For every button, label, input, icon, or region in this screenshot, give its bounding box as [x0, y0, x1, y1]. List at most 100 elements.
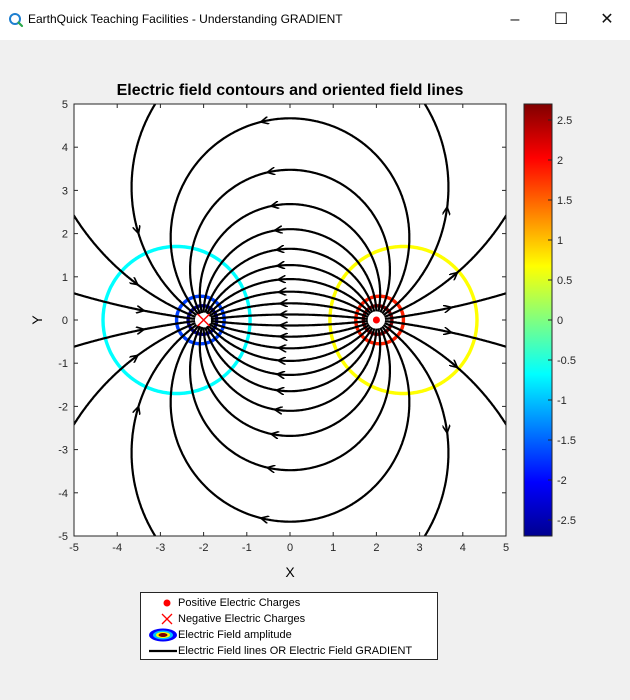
colorbar-tick-label: 1.5: [557, 195, 572, 207]
field-line-8: [205, 264, 374, 315]
positive-charge-marker: [372, 316, 380, 324]
maximize-button[interactable]: ☐: [553, 11, 569, 28]
field-arrow-30: [135, 357, 136, 358]
x-tick-label: 5: [503, 542, 509, 554]
legend-label-negative: Negative Electric Charges: [178, 613, 306, 625]
field-line-11: [210, 302, 369, 319]
red-dot-icon: [163, 599, 171, 607]
colorbar-tick-label: -2: [557, 475, 567, 487]
field-line-13: [210, 319, 368, 327]
window-titlebar[interactable]: EarthQuick Teaching Facilities - Underst…: [0, 0, 630, 40]
colorbar-tick-label: 0.5: [557, 275, 572, 287]
field-line-6: [202, 228, 378, 313]
field-line-31: [130, 324, 198, 536]
y-tick-label: 1: [62, 272, 68, 284]
legend[interactable]: Positive Electric Charges Negative Elect…: [140, 592, 438, 660]
x-tick-label: -5: [69, 542, 79, 554]
field-arrow-31: [138, 408, 139, 410]
x-tick-label: -3: [156, 542, 166, 554]
y-tick-label: 2: [62, 229, 68, 241]
field-line-9: [207, 278, 372, 316]
colorbar-tick-label: 2.5: [557, 115, 572, 127]
field-line-14: [210, 321, 369, 338]
earthquick-logo-icon: [9, 13, 24, 28]
field-line-28: [74, 292, 196, 321]
negative-charge-marker: [197, 313, 211, 327]
y-tick-label: 3: [62, 185, 68, 197]
field-line-4: [189, 168, 391, 315]
field-line-17: [205, 325, 374, 376]
y-tick-label: 0: [62, 315, 68, 327]
colorbar-tick-label: 1: [557, 235, 563, 247]
x-axis-label: X: [285, 564, 295, 580]
field-arrow-26: [138, 230, 139, 232]
field-line-3: [169, 117, 411, 316]
colorbar-tick-label: 2: [557, 155, 563, 167]
contour-level-2: [328, 244, 479, 396]
legend-label-amplitude: Electric Field amplitude: [178, 629, 292, 641]
legend-item-positive: Positive Electric Charges: [141, 595, 439, 611]
field-line-29: [74, 319, 196, 348]
field-line-21: [189, 325, 391, 472]
y-tick-label: 5: [62, 99, 68, 111]
close-button[interactable]: ✕: [600, 11, 614, 28]
minimize-button[interactable]: –: [510, 11, 520, 28]
chart-svg[interactable]: Electric field contours and oriented fie…: [0, 40, 630, 600]
legend-item-field-lines: Electric Field lines OR Electric Field G…: [141, 643, 439, 659]
field-line-26: [130, 104, 198, 316]
field-line-12: [210, 313, 368, 321]
field-line-27: [74, 213, 196, 318]
x-tick-label: 4: [460, 542, 466, 554]
window-title: EarthQuick Teaching Facilities - Underst…: [28, 12, 343, 26]
field-line-10: [208, 290, 370, 317]
y-tick-label: -2: [58, 401, 68, 413]
field-line-2: [382, 104, 450, 316]
field-line-30: [74, 322, 196, 427]
field-line-0: [384, 292, 506, 321]
field-line-25: [384, 319, 506, 348]
x-tick-label: 2: [373, 542, 379, 554]
field-line-15: [208, 323, 370, 350]
field-arrow-24: [455, 365, 456, 366]
y-axis-label: Y: [29, 315, 45, 325]
colorbar-tick-label: -1: [557, 395, 567, 407]
field-line-22: [169, 324, 411, 523]
chart-title: Electric field contours and oriented fie…: [117, 82, 464, 99]
field-line-19: [202, 327, 378, 412]
colorbar-tick-label: 0: [557, 315, 563, 327]
plot-area: [74, 104, 506, 536]
y-tick-label: -1: [58, 358, 68, 370]
legend-item-amplitude: Electric Field amplitude: [141, 627, 439, 643]
field-line-18: [204, 327, 376, 393]
x-tick-label: -2: [199, 542, 209, 554]
field-line-7: [204, 247, 376, 313]
colorbar-tick-label: -2.5: [557, 515, 576, 527]
colorbar[interactable]: [523, 103, 553, 537]
legend-label-positive: Positive Electric Charges: [178, 597, 301, 609]
x-tick-label: 0: [287, 542, 293, 554]
colorbar-tick-label: -1.5: [557, 435, 576, 447]
black-line-icon: [149, 649, 177, 653]
x-tick-label: -4: [112, 542, 122, 554]
y-tick-label: -5: [58, 531, 68, 543]
legend-item-negative: Negative Electric Charges: [141, 611, 439, 627]
x-tick-label: 1: [330, 542, 336, 554]
legend-label-field-lines: Electric Field lines OR Electric Field G…: [178, 645, 413, 657]
x-tick-label: -1: [242, 542, 252, 554]
figure-area: Electric field contours and oriented fie…: [0, 40, 630, 700]
field-line-5: [198, 203, 382, 314]
x-tick-label: 3: [417, 542, 423, 554]
field-arrow-1: [455, 274, 456, 275]
y-tick-label: -3: [58, 445, 68, 457]
field-line-16: [207, 324, 372, 362]
field-line-24: [384, 322, 506, 427]
y-tick-label: 4: [62, 142, 68, 154]
field-line-23: [382, 324, 450, 536]
colorbar-tick-label: -0.5: [557, 355, 576, 367]
y-tick-label: -4: [58, 488, 68, 500]
field-arrow-27: [135, 283, 136, 284]
red-x-icon: [161, 613, 173, 625]
field-line-1: [384, 213, 506, 318]
contour-patch-icon: [149, 628, 177, 642]
field-line-20: [198, 326, 382, 437]
